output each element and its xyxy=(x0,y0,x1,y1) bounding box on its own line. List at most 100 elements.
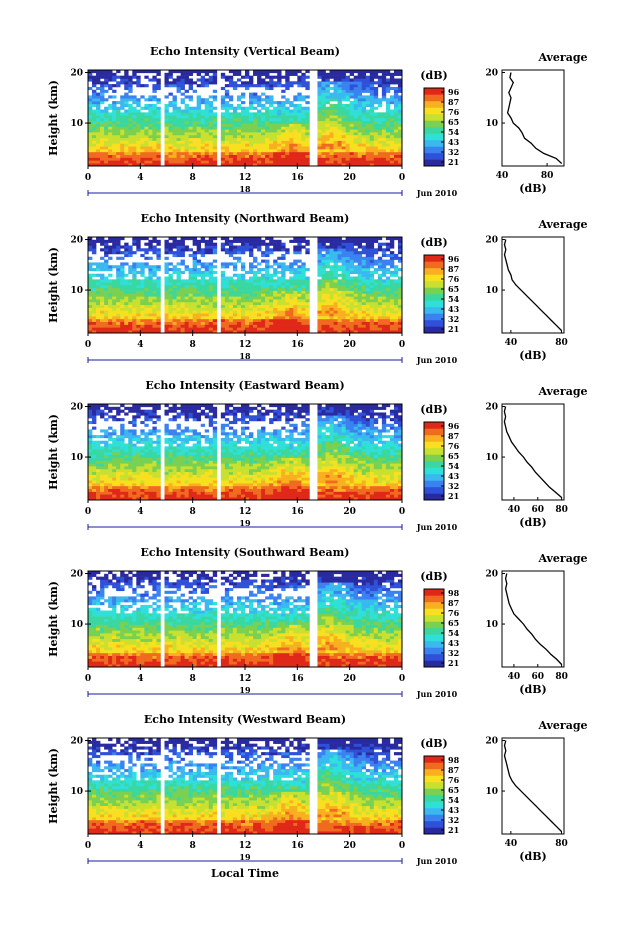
heatmap-cell xyxy=(208,120,214,124)
heatmap-cell xyxy=(112,245,117,249)
heatmap-cell xyxy=(176,134,181,139)
heatmap-cell xyxy=(305,86,310,91)
heatmap-cell xyxy=(265,253,270,258)
heatmap-cell xyxy=(381,301,387,306)
heatmap-cell xyxy=(293,237,298,241)
heatmap-cell xyxy=(176,285,181,289)
heatmap-cell xyxy=(257,84,262,88)
heatmap-cell xyxy=(188,126,193,130)
heatmap-cell xyxy=(369,134,375,139)
heatmap-cell xyxy=(236,293,242,297)
heatmap-cell xyxy=(389,307,395,311)
heatmap-cell xyxy=(208,109,214,113)
heatmap-cell xyxy=(132,98,137,102)
heatmap-cell xyxy=(365,276,371,280)
heatmap-cell xyxy=(301,154,306,158)
heatmap-cell xyxy=(240,316,246,320)
heatmap-cell xyxy=(297,313,302,317)
heatmap-cell xyxy=(289,296,294,300)
heatmap-cell xyxy=(224,149,230,153)
heatmap-cell xyxy=(361,143,367,147)
heatmap-cell xyxy=(224,163,230,167)
heatmap-cell xyxy=(377,318,383,322)
heatmap-cell xyxy=(112,154,117,158)
heatmap-cell xyxy=(349,324,354,328)
heatmap-cell xyxy=(265,72,270,76)
heatmap-cell xyxy=(240,237,246,241)
heatmap-cell xyxy=(381,307,387,311)
heatmap-cell xyxy=(305,157,310,161)
heatmap-cell xyxy=(337,103,342,107)
heatmap-cell xyxy=(140,318,145,322)
heatmap-cell xyxy=(232,140,238,144)
heatmap-cell xyxy=(245,245,250,249)
heatmap-cell xyxy=(116,106,121,110)
heatmap-cell xyxy=(224,310,230,314)
heatmap-cell xyxy=(124,471,129,475)
heatmap-cell xyxy=(148,429,153,433)
heatmap-cell xyxy=(140,106,145,110)
heatmap-cell xyxy=(393,137,399,141)
heatmap-cell xyxy=(236,310,242,314)
heatmap-cell xyxy=(224,118,230,122)
heatmap-cell xyxy=(108,290,113,294)
heatmap-cell xyxy=(116,237,121,241)
heatmap-cell xyxy=(196,259,202,263)
heatmap-cell xyxy=(377,285,383,289)
heatmap-cell xyxy=(96,485,101,489)
y-tick-label: 10 xyxy=(70,286,83,296)
heatmap-cell xyxy=(349,112,354,116)
heatmap-cell xyxy=(156,474,161,478)
heatmap-cell xyxy=(253,118,258,122)
heatmap-cell xyxy=(365,327,371,331)
heatmap-cell xyxy=(172,149,177,153)
heatmap-cell xyxy=(325,310,330,314)
heatmap-cell xyxy=(277,106,282,110)
heatmap-cell xyxy=(393,296,399,300)
heatmap-cell xyxy=(144,304,149,308)
heatmap-cell xyxy=(224,282,230,286)
heatmap-cell xyxy=(100,324,105,328)
heatmap-cell xyxy=(196,296,202,300)
heatmap-cell xyxy=(361,134,367,139)
heatmap-cell xyxy=(325,321,330,325)
heatmap-cell xyxy=(176,109,181,113)
heatmap-cell xyxy=(325,75,330,79)
heatmap-cell xyxy=(128,406,133,410)
heatmap-cell xyxy=(116,270,121,274)
heatmap-cell xyxy=(361,256,367,260)
heatmap-cell xyxy=(285,137,290,141)
heatmap-cell xyxy=(96,101,101,105)
heatmap-cell xyxy=(297,78,302,82)
heatmap-cell xyxy=(261,149,266,153)
heatmap-cell xyxy=(293,307,298,311)
heatmap-cell xyxy=(136,160,141,164)
heatmap-cell xyxy=(273,268,278,272)
heatmap-cell xyxy=(257,95,262,99)
heatmap-cell xyxy=(192,134,197,139)
heatmap-cell xyxy=(253,149,258,153)
heatmap-cell xyxy=(369,137,375,141)
heatmap-cell xyxy=(192,324,197,328)
heatmap-cell xyxy=(156,149,161,153)
heatmap-cell xyxy=(361,149,367,153)
heatmap-cell xyxy=(156,248,161,252)
heatmap-cell xyxy=(325,287,330,291)
heatmap-cell xyxy=(176,299,181,303)
heatmap-cell xyxy=(112,129,117,133)
heatmap-cell xyxy=(232,237,238,241)
heatmap-cell xyxy=(144,115,149,119)
heatmap-cell xyxy=(120,115,125,119)
heatmap-cell xyxy=(269,129,274,133)
heatmap-cell xyxy=(156,327,161,331)
heatmap-cell xyxy=(108,123,113,127)
heatmap-cell xyxy=(164,307,169,311)
heatmap-cell xyxy=(333,251,338,255)
heatmap-cell xyxy=(132,418,137,422)
heatmap-cell xyxy=(228,245,234,249)
heatmap-cell xyxy=(317,265,322,269)
heatmap-cell xyxy=(112,485,117,489)
heatmap-cell xyxy=(88,123,93,127)
heatmap-cell xyxy=(180,101,185,105)
heatmap-cell xyxy=(317,95,322,99)
